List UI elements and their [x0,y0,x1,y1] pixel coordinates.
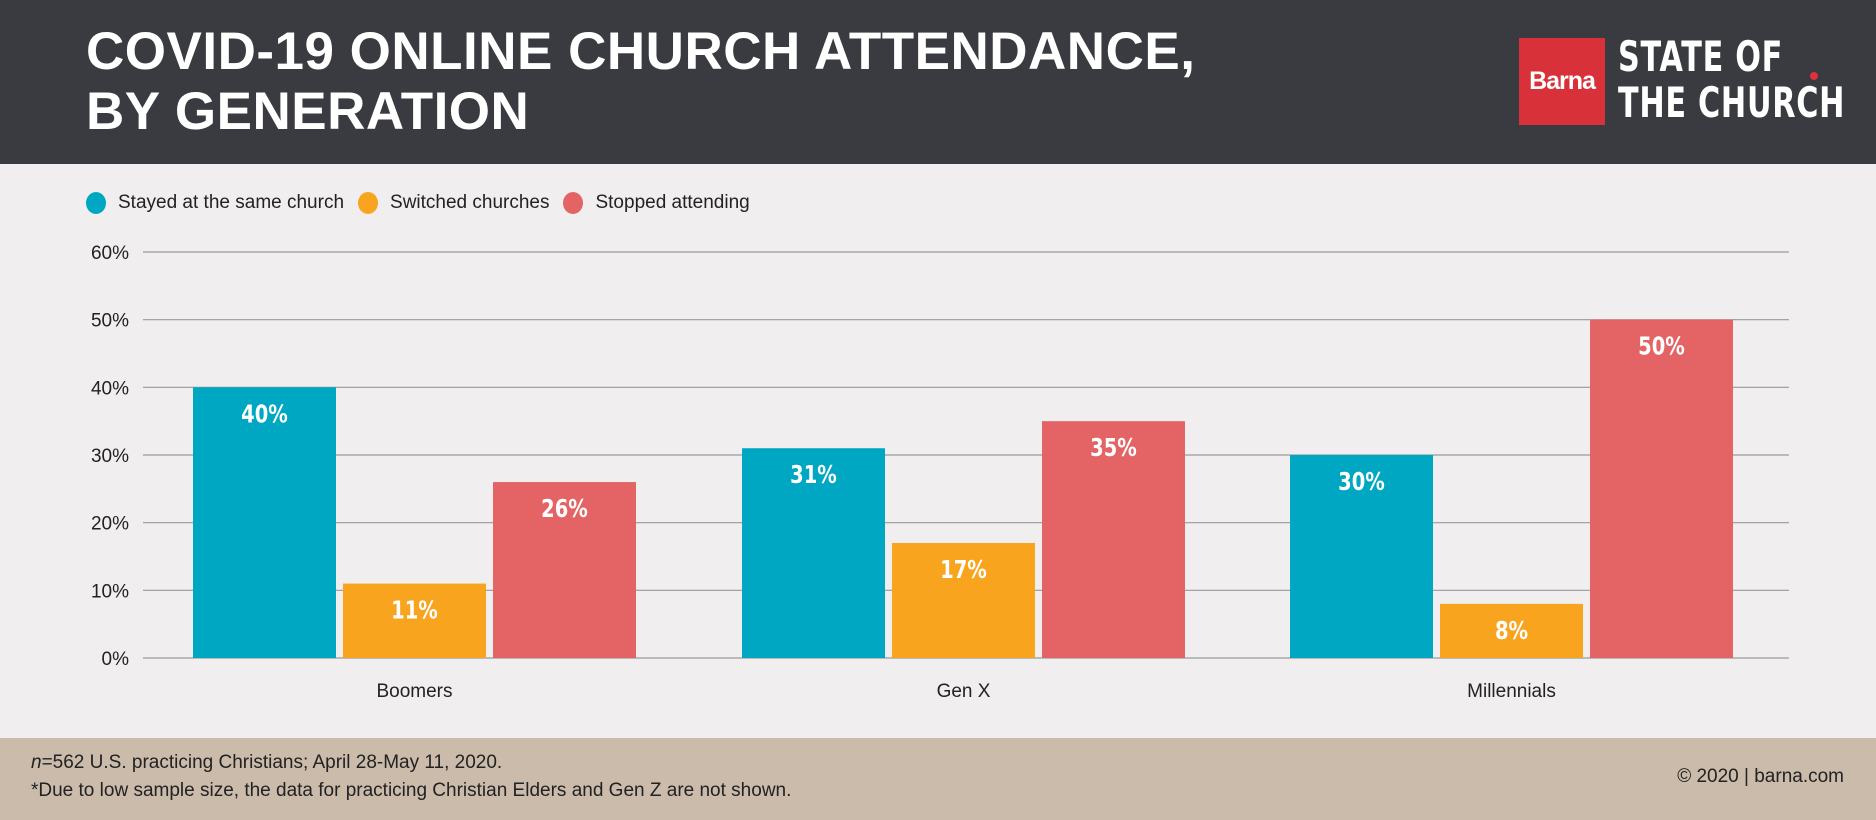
y-tick-label: 20% [91,514,129,535]
legend-swatch [86,192,106,214]
bar-switched-churches [1440,603,1583,658]
sample-size-note: *Due to low sample size, the data for pr… [31,780,792,801]
logo-line-1: STATE OF [1618,32,1784,81]
legend: Stayed at the same church Switched churc… [86,192,764,214]
x-category-label: Boomers [376,681,452,702]
title-line-2: BY GENERATION [86,82,530,141]
data-label: 50% [1638,332,1685,361]
copyright: © 2020 | barna.com [1677,766,1844,787]
bar-switched-churches [892,542,1035,658]
sample-n: n [31,752,42,773]
legend-swatch [563,192,584,214]
data-label: 35% [1090,434,1137,463]
header: COVID-19 ONLINE CHURCH ATTENDANCE, BY GE… [0,0,1876,164]
bar-stopped-attending [1590,319,1733,658]
title-line-1: COVID-19 ONLINE CHURCH ATTENDANCE, [86,22,1196,81]
logo-line-2: THE CHURCH [1618,78,1846,127]
y-tick-label: 50% [91,311,129,332]
data-label: 30% [1338,468,1385,497]
data-label: 40% [241,400,288,429]
chart-title: COVID-19 ONLINE CHURCH ATTENDANCE, BY GE… [86,22,1486,142]
data-label: 11% [391,596,438,625]
y-tick-label: 40% [91,378,129,399]
logo-brand: Barna [1529,67,1596,95]
legend-item-stopped: Stopped attending [563,192,750,214]
state-of-the-church-logo: STATE OF THE CHURCH [1618,34,1845,126]
logo-dot-icon [1810,72,1818,80]
sample-note-text: =562 U.S. practicing Christians; April 2… [41,752,503,773]
x-category-label: Gen X [937,681,991,702]
bar-stayed-at-the-same-church [193,387,336,658]
data-label: 8% [1495,617,1528,646]
legend-swatch [358,192,379,214]
bar-switched-churches [343,583,486,658]
bar-stayed-at-the-same-church [742,448,885,658]
sample-note: n=562 U.S. practicing Christians; April … [31,752,502,774]
legend-label: Switched churches [390,192,550,213]
data-label: 31% [790,461,837,490]
y-tick-label: 10% [91,581,129,602]
legend-item-stayed: Stayed at the same church [86,192,344,214]
bar-stopped-attending [493,482,636,658]
x-category-label: Millennials [1467,681,1556,702]
y-tick-label: 0% [102,649,130,670]
y-tick-label: 30% [91,446,129,467]
barna-logo: Barna [1519,38,1605,125]
legend-label: Stopped attending [595,192,750,213]
legend-item-switched: Switched churches [358,192,549,214]
footer: n=562 U.S. practicing Christians; April … [0,738,1876,820]
data-label: 17% [940,556,987,585]
y-tick-label: 60% [91,243,129,264]
legend-label: Stayed at the same church [118,192,345,213]
bar-stopped-attending [1042,421,1185,658]
bar-stayed-at-the-same-church [1290,455,1433,658]
data-label: 26% [541,495,588,524]
